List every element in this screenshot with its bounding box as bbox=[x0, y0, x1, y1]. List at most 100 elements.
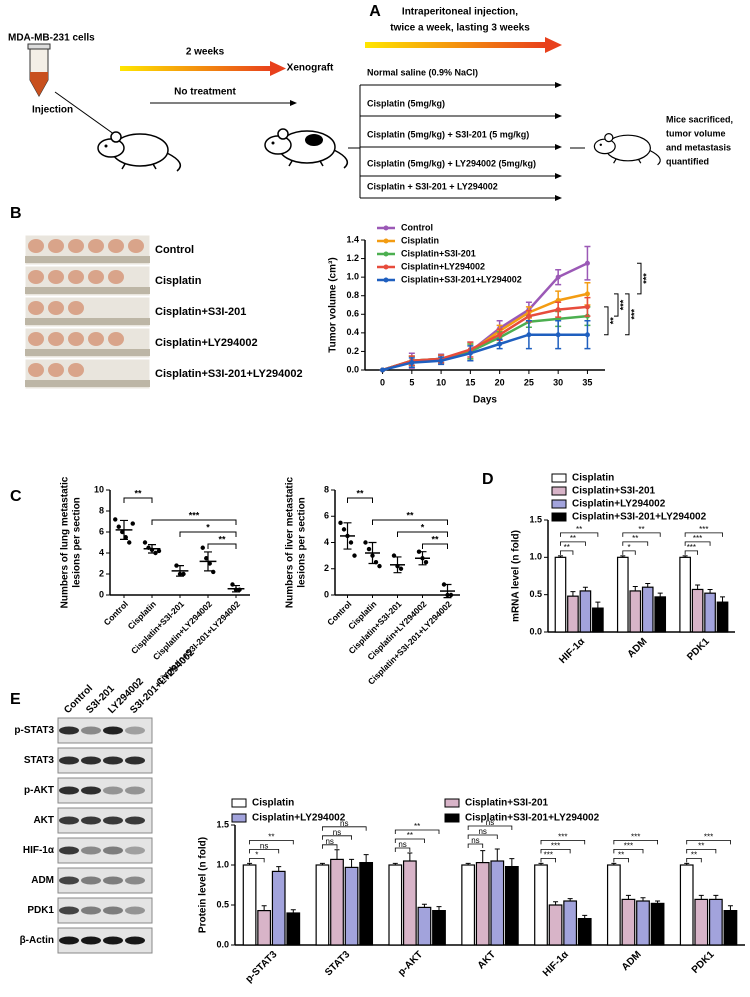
legend-label: Cisplatin+S3I-201 bbox=[572, 486, 656, 497]
y-tick-label: 2 bbox=[324, 563, 329, 573]
significance: ** bbox=[218, 534, 226, 544]
significance: * bbox=[255, 851, 258, 860]
legend-label: Cisplatin bbox=[252, 798, 294, 809]
bracket bbox=[686, 840, 731, 845]
data-point bbox=[204, 556, 209, 561]
data-point bbox=[127, 540, 132, 545]
y-tick-label: 1.2 bbox=[346, 253, 359, 263]
marker bbox=[497, 332, 503, 338]
y-tick-label: 0 bbox=[324, 589, 329, 599]
y-tick-label: 0.8 bbox=[346, 290, 359, 300]
y-tick-label: 0.0 bbox=[216, 939, 229, 949]
protein-label: PDK1 bbox=[27, 905, 54, 916]
bar bbox=[490, 860, 505, 946]
error-bar bbox=[538, 862, 544, 865]
bracket bbox=[684, 550, 698, 555]
y-axis-label: Numbers of lung metastatic bbox=[60, 476, 71, 608]
bracket bbox=[540, 858, 556, 863]
y-tick-label: 2 bbox=[99, 568, 104, 578]
bracket bbox=[372, 519, 448, 525]
bracket bbox=[613, 840, 658, 845]
tumor bbox=[68, 239, 84, 253]
significance: * bbox=[627, 543, 630, 552]
significance: ** bbox=[638, 525, 644, 534]
significance: ns bbox=[486, 818, 494, 827]
group-label: Cisplatin+LY294002 bbox=[155, 337, 258, 349]
tumor bbox=[28, 301, 44, 315]
y-tick-label: 0.5 bbox=[216, 899, 229, 909]
y-tick-label: 4 bbox=[99, 547, 104, 557]
significance: * bbox=[421, 522, 425, 532]
bracket bbox=[467, 834, 498, 839]
significance: ns bbox=[398, 840, 406, 849]
bar bbox=[629, 590, 642, 633]
tumor bbox=[28, 239, 44, 253]
bracket bbox=[249, 849, 280, 854]
bracket bbox=[540, 849, 571, 854]
bar bbox=[548, 904, 563, 946]
blot-band bbox=[103, 816, 123, 825]
error-bar bbox=[570, 591, 576, 597]
significance: *** bbox=[551, 842, 560, 851]
blot-band bbox=[81, 936, 101, 945]
bracket bbox=[397, 531, 448, 537]
significance: *** bbox=[641, 273, 651, 284]
panel-label: B bbox=[10, 205, 22, 222]
legend-marker bbox=[383, 238, 389, 244]
bar bbox=[592, 607, 604, 633]
error-bar bbox=[553, 901, 559, 905]
error-bar bbox=[625, 894, 631, 900]
error-bar bbox=[707, 588, 713, 594]
tumor bbox=[28, 363, 44, 377]
data-point bbox=[448, 592, 454, 598]
error-bar bbox=[276, 866, 282, 872]
bracket bbox=[540, 840, 586, 845]
y-tick-label: 10 bbox=[94, 484, 104, 494]
y-axis-label: lesions per section bbox=[297, 497, 308, 588]
bar bbox=[704, 592, 716, 633]
bar bbox=[694, 898, 709, 946]
significance: *** bbox=[693, 534, 702, 543]
ruler bbox=[25, 349, 150, 356]
blot-band bbox=[125, 876, 145, 885]
x-axis-label: Days bbox=[473, 395, 497, 406]
ruler bbox=[25, 380, 150, 387]
legend-swatch bbox=[551, 499, 567, 509]
tumor bbox=[68, 332, 84, 346]
significance: ** bbox=[431, 534, 439, 544]
blot-band bbox=[81, 846, 101, 855]
significance: *** bbox=[631, 833, 640, 842]
y-axis-label: Tumor volume (cm³) bbox=[328, 257, 339, 352]
blot-band bbox=[125, 846, 145, 855]
blot-band bbox=[59, 906, 79, 915]
significance: ns bbox=[333, 828, 341, 837]
sd-bar bbox=[120, 519, 128, 540]
marker bbox=[555, 274, 561, 280]
blot-band bbox=[59, 786, 79, 795]
significance: *** bbox=[687, 543, 696, 552]
bar bbox=[723, 909, 738, 946]
treatment-label: Normal saline (0.9% NaCl) bbox=[367, 67, 478, 77]
bracket bbox=[467, 825, 513, 830]
error-bar bbox=[392, 862, 398, 865]
sd-bar bbox=[418, 551, 427, 566]
panel-label: C bbox=[10, 488, 22, 505]
y-axis-label: lesions per section bbox=[72, 497, 83, 588]
blot-band bbox=[103, 936, 123, 945]
significance: ** bbox=[268, 833, 274, 842]
group-label: Cisplatin bbox=[155, 275, 202, 287]
error-bar bbox=[247, 862, 253, 865]
bracket bbox=[686, 849, 717, 854]
sd-bar bbox=[232, 584, 240, 593]
y-tick-label: 1.5 bbox=[529, 514, 542, 524]
y-tick-label: 8 bbox=[324, 484, 329, 494]
y-axis-label: Numbers of liver metastatic bbox=[285, 476, 296, 608]
bracket bbox=[179, 531, 237, 537]
bar bbox=[286, 912, 301, 946]
tumor-mark bbox=[305, 134, 323, 146]
error-bar bbox=[595, 601, 601, 609]
error-bar bbox=[349, 858, 355, 868]
legend-marker bbox=[383, 251, 389, 257]
tumor bbox=[48, 301, 64, 315]
bar bbox=[563, 900, 578, 946]
